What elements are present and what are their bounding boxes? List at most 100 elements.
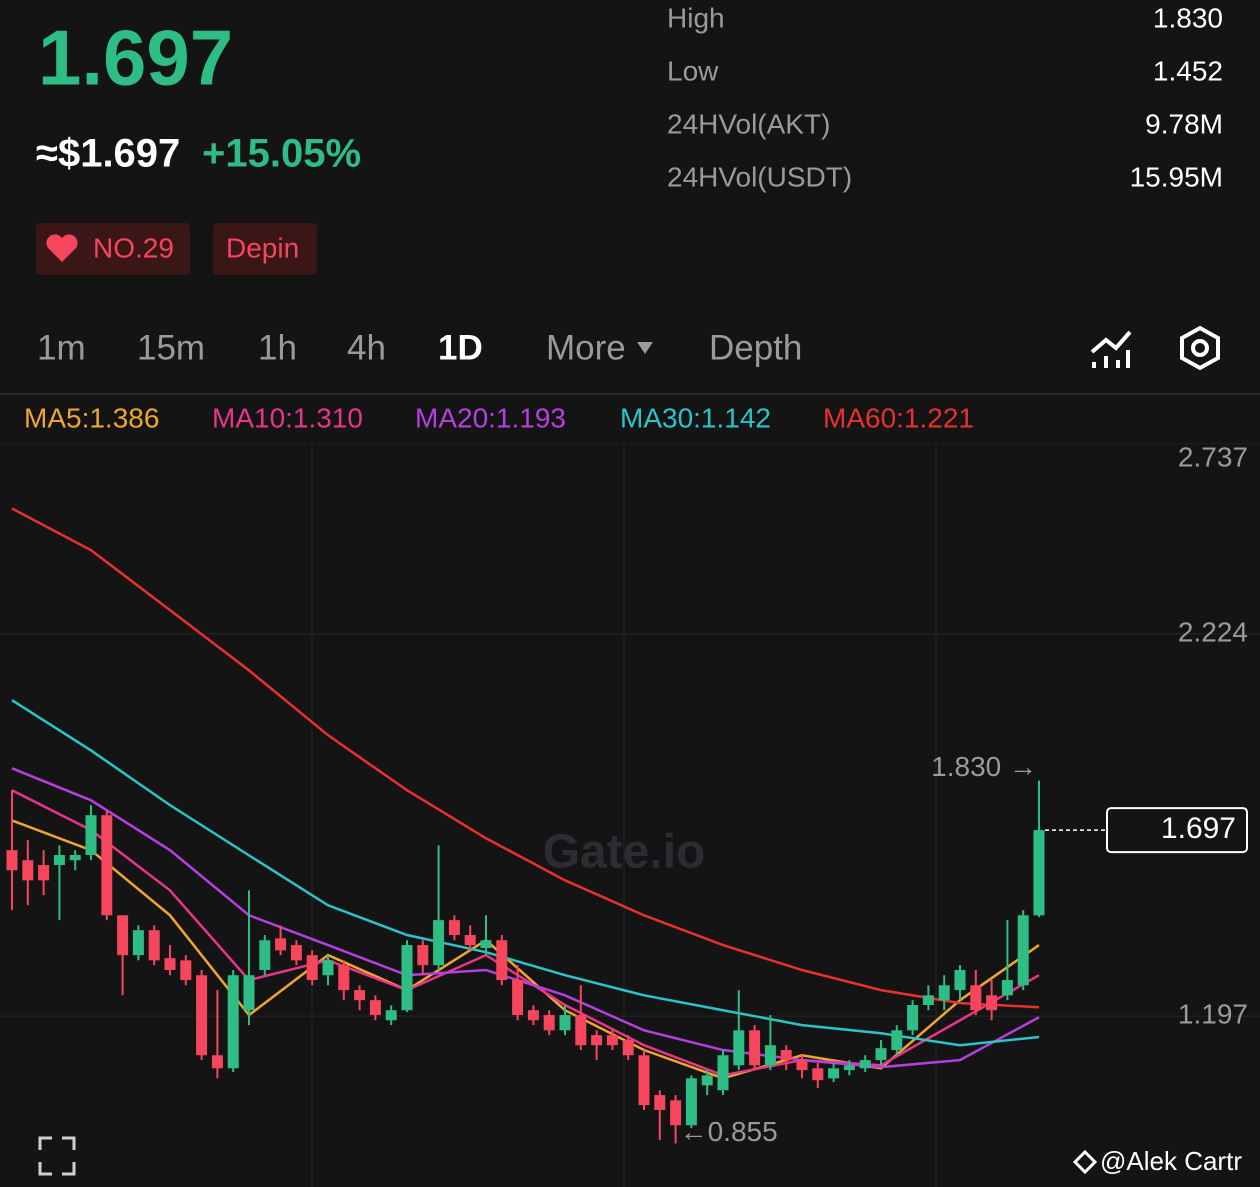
high-marker: 1.830 → [931,751,1037,782]
candle-body [970,985,982,1011]
watermark: Gate.io [543,826,706,879]
candle-body [764,1045,776,1066]
candle-body [101,815,113,916]
candle-body [828,1068,840,1079]
candle-body [117,915,129,956]
legend-entry: MA10:1.310 [212,402,363,433]
candle-body [85,815,97,856]
rank-text: NO.29 [93,232,174,263]
tab[interactable]: 1h [258,328,297,367]
candle-body [227,975,239,1069]
candle-body [322,960,334,976]
tab[interactable]: 15m [137,328,205,367]
candle-body [69,855,81,861]
fullscreen-icon[interactable] [38,1136,76,1176]
y-tick-label: 2.224 [1178,616,1248,647]
candle-body [1033,830,1045,916]
candle-body [859,1060,871,1069]
rank-badge[interactable] [36,223,190,275]
candle-body [306,955,318,981]
tab[interactable]: 1m [37,328,86,367]
candle-body [480,940,492,949]
stat-label: 24HVol(AKT) [667,108,830,139]
candle-body [622,1039,634,1056]
candle-body [164,958,176,971]
candle-body [433,920,445,966]
candle-body [907,1005,919,1031]
candle-body [670,1100,682,1126]
candle-body [875,1048,887,1061]
last-price-tag[interactable] [1106,807,1248,854]
candle-body [53,855,65,866]
more-arrow[interactable] [637,342,653,354]
candle-body [338,965,350,991]
candle-body [211,1055,223,1069]
legend-entry: MA5:1.386 [24,402,159,433]
candle-body [685,1078,697,1126]
stat-label: High [667,2,725,33]
candle-body [1017,915,1029,986]
candle-body [638,1055,650,1106]
y-tick-label: 1.197 [1178,999,1248,1030]
candle-body [606,1035,618,1046]
candle-body [749,1030,761,1066]
candle-body [496,940,508,981]
ma-line [11,699,1040,1047]
candle-body [290,945,302,961]
candle-body [733,1030,745,1066]
candle-body [180,960,192,981]
candle-body [417,945,429,966]
candle-body [654,1095,666,1110]
price-change: +15.05% [202,132,361,176]
tab[interactable]: More [546,328,626,367]
tab[interactable]: 1D [438,328,483,367]
tab[interactable]: 4h [347,328,386,367]
candle-body [796,1060,808,1071]
candle-body [954,970,966,991]
stat-label: 24HVol(USDT) [667,161,852,192]
settings-icon[interactable] [1180,325,1220,371]
stat-value: 1.452 [1153,55,1223,86]
candle-body [575,1015,587,1046]
candle-body [243,975,255,1011]
low-marker: ←0.855 [680,1116,778,1147]
candle-body [922,995,934,1006]
last-price: 1.697 [38,14,233,102]
credit: @Alek Cartr [1100,1146,1242,1176]
usd-price: ≈$1.697 [36,132,180,176]
candle-body [812,1068,824,1081]
candle-body [464,935,476,946]
ma-line [11,767,1040,1069]
candle-body [385,1010,397,1021]
stat-value: 15.95M [1130,161,1223,192]
candle-body [401,945,413,1011]
legend-entry: MA30:1.142 [620,402,771,433]
last-price-label: 1.697 [1161,812,1236,845]
credit-icon [1072,1149,1098,1175]
candle-body [591,1035,603,1046]
tab[interactable]: Depth [709,328,802,367]
ma-line [11,789,1040,1077]
tag-text: Depin [226,232,299,263]
candle-body [22,860,34,881]
candle-body [1001,980,1013,996]
candle-body [148,930,160,961]
candle-body [527,1010,539,1021]
indicator-icon[interactable] [1090,330,1132,368]
candle-body [369,1000,381,1016]
tag-badge[interactable] [213,223,317,275]
legend: MA5:1.386 MA10:1.310 MA20:1.193 MA30:1.142 M… [24,402,974,433]
stat-value: 1.830 [1153,2,1223,33]
stat-value: 9.78M [1145,108,1223,139]
candle-body [6,850,18,871]
candle-body [701,1075,713,1086]
legend-entry: MA60:1.221 [823,402,974,433]
candle-body [38,865,50,881]
stat-label: Low [667,55,719,86]
candle-body [891,1030,903,1051]
legend-entry: MA20:1.193 [415,402,566,433]
candle-body [512,980,524,1016]
candle-body [275,938,287,951]
